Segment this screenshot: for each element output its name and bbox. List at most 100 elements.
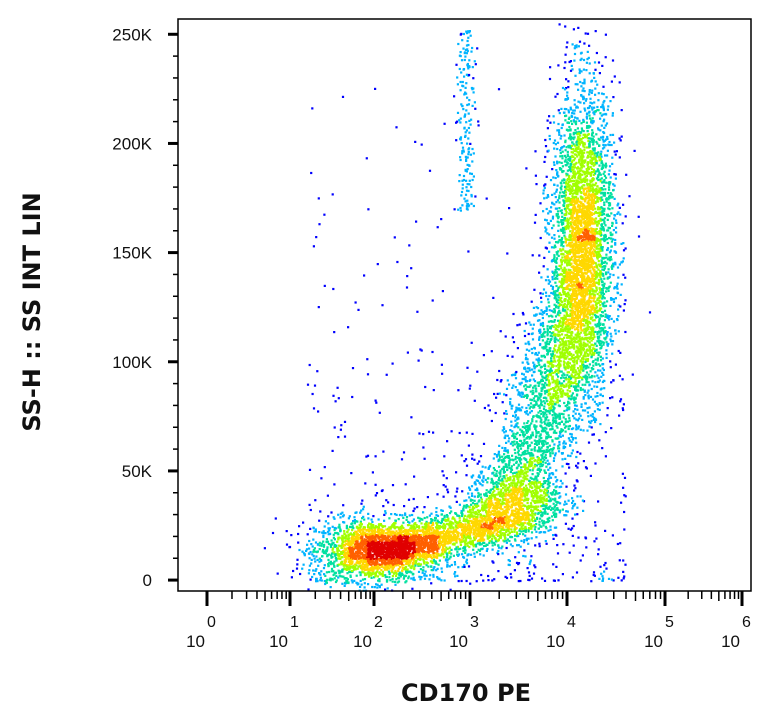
event-dot [471, 494, 474, 497]
event-dot [603, 297, 606, 300]
event-dot [553, 163, 556, 166]
event-dot [584, 32, 587, 35]
event-dot [359, 525, 362, 528]
event-dot [619, 139, 622, 142]
event-dot [585, 328, 588, 331]
event-dot [499, 523, 502, 526]
event-dot [588, 341, 591, 344]
event-dot [312, 538, 315, 541]
event-dot [385, 575, 388, 578]
event-dot [308, 564, 311, 567]
event-dot [484, 509, 488, 512]
event-dot [407, 558, 410, 561]
event-dot [330, 554, 333, 557]
event-dot [363, 556, 366, 559]
event-dot [313, 557, 316, 560]
event-dot [379, 563, 382, 566]
event-dot [320, 544, 323, 547]
event-dot [551, 519, 554, 522]
event-dot [533, 518, 537, 521]
event-dot [556, 268, 559, 271]
event-dot [412, 572, 415, 575]
event-dot [372, 526, 375, 529]
event-dot [536, 509, 539, 512]
event-dot [590, 255, 593, 259]
event-dot [520, 490, 523, 493]
event-dot [355, 540, 358, 543]
event-dot [576, 284, 579, 287]
event-dot [576, 235, 579, 238]
event-dot [579, 101, 582, 104]
event-dot [589, 350, 592, 353]
event-dot [499, 490, 502, 494]
event-dot [582, 258, 585, 262]
event-dot [359, 574, 362, 577]
event-dot [345, 524, 348, 527]
event-dot [356, 520, 359, 523]
event-dot [573, 233, 576, 236]
event-dot [585, 285, 588, 288]
event-dot [568, 252, 571, 255]
event-dot [524, 534, 527, 537]
event-dot [577, 203, 580, 206]
event-dot [561, 86, 565, 90]
event-dot [361, 543, 364, 547]
event-dot [496, 551, 499, 554]
event-dot [348, 525, 352, 528]
event-dot [498, 476, 501, 480]
event-dot [334, 532, 337, 535]
event-dot [560, 147, 563, 150]
event-dot [576, 127, 579, 130]
event-dot [504, 477, 507, 480]
event-dot [573, 59, 576, 62]
event-dot [555, 169, 558, 172]
event-dot [401, 566, 404, 569]
event-dot [572, 283, 576, 286]
event-dot [581, 277, 584, 280]
event-dot [549, 497, 552, 500]
event-dot [357, 557, 360, 560]
event-dot [570, 120, 573, 123]
event-dot [603, 267, 606, 270]
event-dot [357, 550, 360, 553]
event-dot [549, 528, 552, 531]
event-dot [602, 113, 605, 116]
event-dot [552, 224, 555, 227]
event-dot [354, 557, 357, 560]
event-dot [590, 367, 593, 370]
event-dot [561, 326, 564, 329]
event-dot [362, 515, 365, 518]
event-dot [518, 524, 521, 527]
event-dot [576, 513, 579, 516]
event-dot [310, 562, 313, 565]
event-dot [339, 516, 342, 519]
event-dot [365, 561, 368, 564]
event-dot [547, 486, 550, 489]
event-dot [564, 225, 567, 229]
event-dot [591, 259, 595, 262]
event-dot [534, 463, 537, 466]
event-dot [551, 215, 555, 218]
event-dot [618, 263, 621, 266]
event-dot [376, 575, 379, 578]
event-dot [544, 531, 547, 534]
event-dot [333, 577, 336, 580]
event-dot [523, 478, 526, 481]
event-dot [423, 573, 426, 576]
event-dot [597, 263, 600, 266]
event-dot [489, 520, 492, 523]
event-dot [574, 513, 577, 516]
event-dot [608, 194, 611, 197]
event-dot [577, 88, 580, 91]
event-dot [384, 510, 387, 513]
event-dot [572, 179, 576, 182]
event-dot [373, 561, 377, 564]
event-dot [582, 145, 585, 148]
event-dot [373, 586, 376, 589]
event-dot [336, 550, 339, 553]
event-dot [578, 337, 581, 340]
event-dot [573, 103, 576, 106]
event-dot [374, 572, 378, 575]
event-dot [355, 561, 358, 564]
event-dot [411, 525, 414, 529]
